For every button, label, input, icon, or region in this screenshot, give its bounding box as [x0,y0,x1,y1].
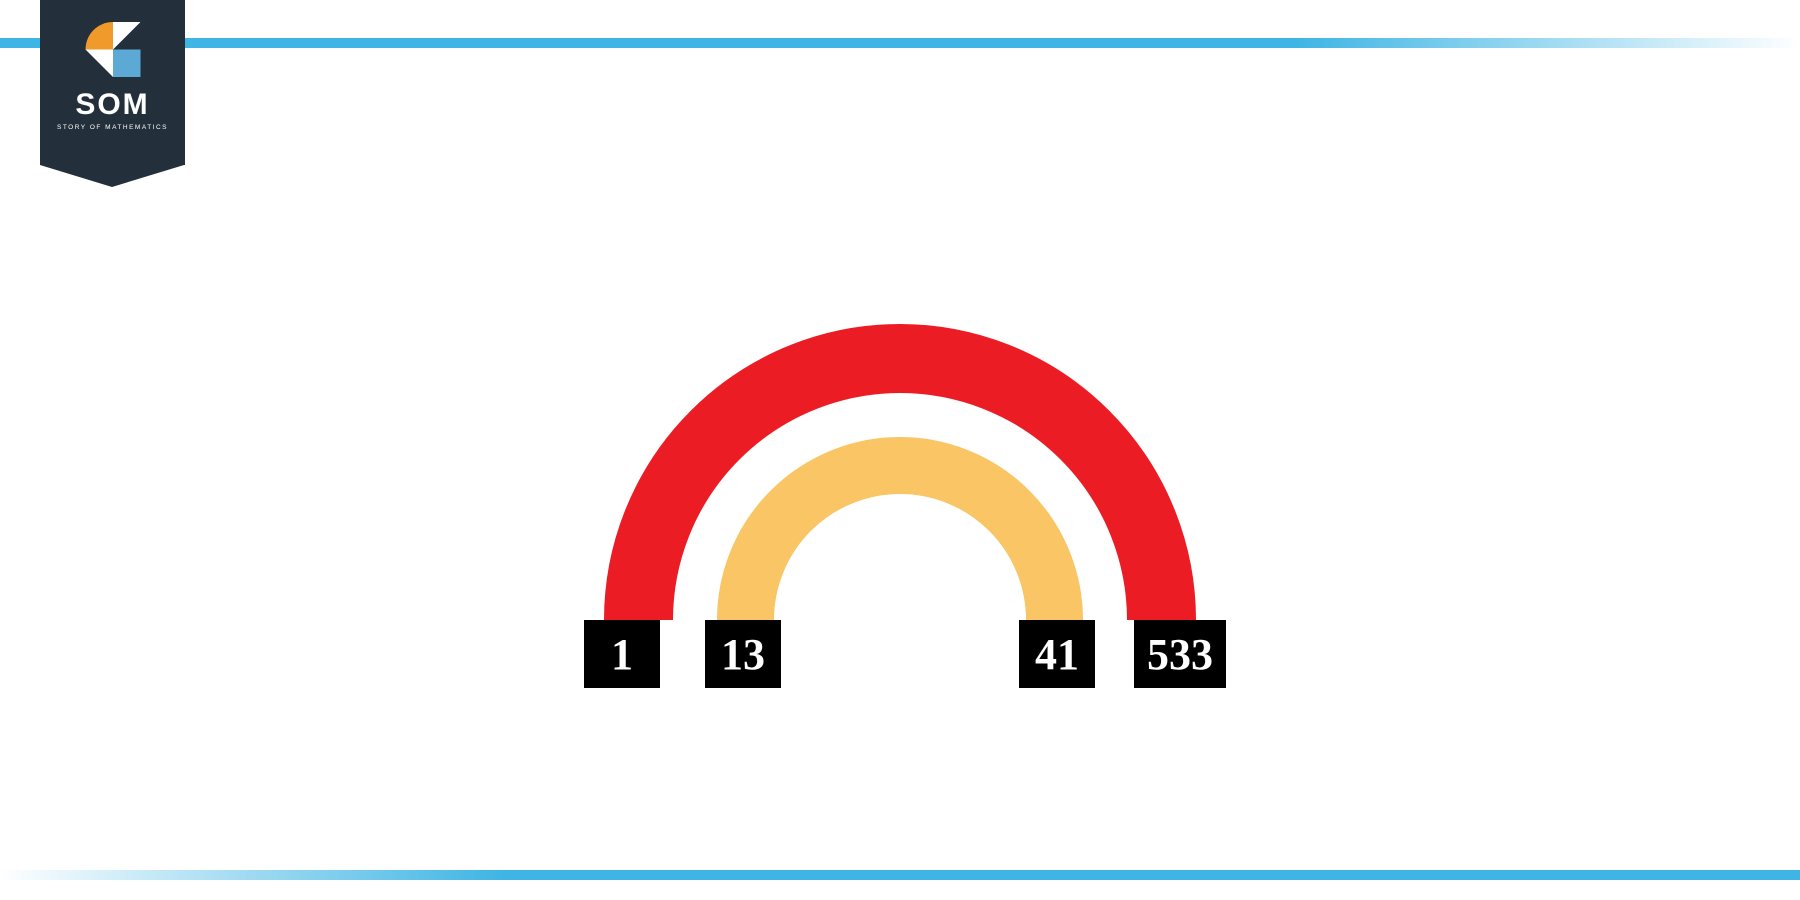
factor-box-4: 533 [1134,620,1226,688]
logo-tri-white-top [113,22,141,50]
logo-badge: SOM STORY OF MATHEMATICS [40,0,185,165]
inner-arc [746,466,1055,621]
rainbow-arcs-svg [590,310,1210,630]
rainbow-diagram: 1 13 41 533 [590,310,1210,710]
logo-tri-white-bottom [85,50,113,78]
top-accent-bar [0,38,1800,48]
logo-subtitle: STORY OF MATHEMATICS [40,124,185,131]
factor-box-1: 1 [584,620,660,688]
logo-quad-orange [85,22,113,50]
factor-label: 1 [611,629,633,680]
logo-title: SOM [40,88,185,122]
logo-icon [85,22,140,77]
factor-box-2: 13 [705,620,781,688]
factor-label: 533 [1147,629,1213,680]
bottom-accent-bar [0,870,1800,880]
factor-label: 41 [1035,629,1079,680]
factor-label: 13 [721,629,765,680]
factor-box-3: 41 [1019,620,1095,688]
